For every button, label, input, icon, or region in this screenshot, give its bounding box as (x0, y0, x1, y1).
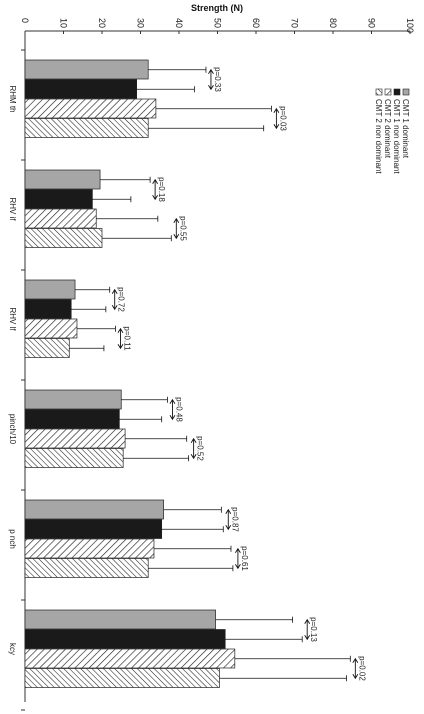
x-tick-label: 20 (97, 18, 107, 28)
x-tick-label: 10 (59, 18, 69, 28)
arrow-head (190, 437, 197, 443)
arrow-head (117, 344, 124, 350)
legend-swatch (402, 88, 410, 96)
arrow-head (235, 547, 241, 553)
x-tick-label: 40 (174, 18, 184, 28)
bar (24, 59, 149, 80)
bar (24, 389, 122, 410)
bar (24, 558, 149, 578)
bar (24, 409, 120, 429)
legend-entry: CMT 2 non dominant (374, 99, 383, 174)
bar (24, 499, 164, 520)
p-value-label: p=0.61 (240, 546, 249, 571)
bar (24, 318, 78, 339)
bar (24, 189, 93, 209)
bar (24, 118, 149, 138)
bar (24, 648, 236, 669)
arrow-head (235, 564, 241, 570)
p-value-label: p=0.48 (174, 397, 183, 422)
x-tick-label: 80 (328, 18, 338, 28)
p-value-label: p=0.03 (278, 106, 287, 131)
p-value-label: p=0.52 (196, 436, 205, 461)
bar (24, 79, 138, 99)
arrow-head (273, 124, 280, 130)
legend-swatch (393, 88, 401, 96)
bar (24, 428, 126, 449)
bar (24, 629, 226, 649)
arrow-head (208, 68, 214, 74)
category-label: RHM th (8, 85, 17, 112)
bar (24, 519, 163, 539)
arrow-head (173, 234, 180, 240)
arrow-head (352, 657, 359, 663)
p-value-label: p=0.33 (213, 67, 222, 92)
arrow-head (173, 217, 180, 223)
x-tick-label: 0 (20, 18, 30, 23)
p-value-label: p=0.87 (230, 507, 239, 532)
bar (24, 338, 70, 358)
bar (24, 279, 76, 300)
x-tick-label: 90 (367, 18, 377, 28)
x-tick-label: 60 (251, 18, 261, 28)
arrow-head (117, 327, 124, 333)
legend-entry: CMT 2 dominant (383, 99, 392, 159)
x-tick-label: 30 (136, 18, 146, 28)
arrow-head (273, 107, 280, 113)
x-tick-label: 50 (213, 18, 223, 28)
arrow-head (169, 398, 176, 404)
bar (24, 299, 72, 319)
x-axis-title: Strength (N) (191, 3, 243, 13)
arrow-head (225, 525, 232, 531)
p-value-annotations: p=0.33 p=0.03 p=0.18 p=0.55 p=0.72 p=0.11 p=0.… (111, 67, 366, 681)
p-value-label: p=0.13 (309, 617, 318, 642)
bars (24, 59, 351, 688)
arrow-head (304, 618, 311, 624)
bar (24, 668, 220, 688)
legend-entry: CMT 1 non dominant (392, 99, 401, 174)
arrow-head (225, 508, 232, 514)
category-label: p nch (8, 529, 17, 549)
bar (24, 169, 101, 190)
arrow-head (111, 288, 118, 294)
arrow-head (304, 635, 311, 641)
legend-swatch (384, 88, 392, 96)
bar (24, 228, 103, 248)
arrow-head (152, 195, 159, 201)
p-value-label: p=0.11 (122, 326, 131, 351)
arrow-head (111, 305, 118, 311)
p-value-label: p=0.55 (178, 216, 187, 241)
bar (24, 609, 216, 630)
category-label: kcy (8, 643, 17, 655)
arrow-head (190, 454, 197, 460)
bar (24, 448, 124, 468)
category-label: RHV if (8, 197, 17, 221)
arrow-head (169, 415, 176, 421)
legend-swatch (375, 88, 383, 96)
category-label: pinch/10 (8, 414, 17, 445)
arrow-head (352, 674, 359, 680)
bar (24, 208, 97, 229)
bar (24, 538, 155, 559)
legend-entry: CMT 1 dominant (401, 99, 410, 159)
x-tick-label: 100 (405, 18, 415, 33)
x-axis: 0 10 20 30 40 50 60 70 80 90 100 RHM th RHV if RHV lf… (8, 18, 415, 711)
p-value-label: p=0.72 (117, 287, 126, 312)
x-tick-label: 70 (290, 18, 300, 28)
p-value-label: p=0.18 (157, 177, 166, 202)
arrow-head (152, 178, 159, 184)
bar (24, 98, 157, 119)
category-label: RHV lf (8, 307, 17, 331)
p-value-label: p=0.02 (357, 656, 366, 681)
arrow-head (208, 85, 214, 91)
